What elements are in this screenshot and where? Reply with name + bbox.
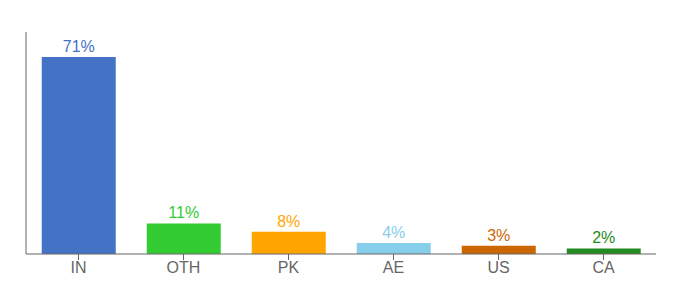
svg-text:2%: 2% bbox=[592, 229, 615, 246]
svg-text:AE: AE bbox=[383, 259, 404, 276]
svg-text:PK: PK bbox=[278, 259, 300, 276]
svg-text:IN: IN bbox=[71, 259, 87, 276]
svg-text:OTH: OTH bbox=[167, 259, 201, 276]
svg-text:US: US bbox=[487, 259, 509, 276]
svg-text:8%: 8% bbox=[277, 213, 300, 230]
svg-text:CA: CA bbox=[592, 259, 615, 276]
svg-text:3%: 3% bbox=[487, 227, 510, 244]
svg-text:11%: 11% bbox=[168, 204, 199, 221]
svg-text:71%: 71% bbox=[63, 38, 95, 55]
svg-text:4%: 4% bbox=[382, 224, 405, 241]
